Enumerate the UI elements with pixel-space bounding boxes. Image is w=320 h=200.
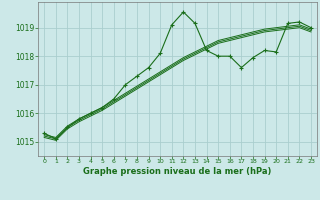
X-axis label: Graphe pression niveau de la mer (hPa): Graphe pression niveau de la mer (hPa) — [84, 167, 272, 176]
